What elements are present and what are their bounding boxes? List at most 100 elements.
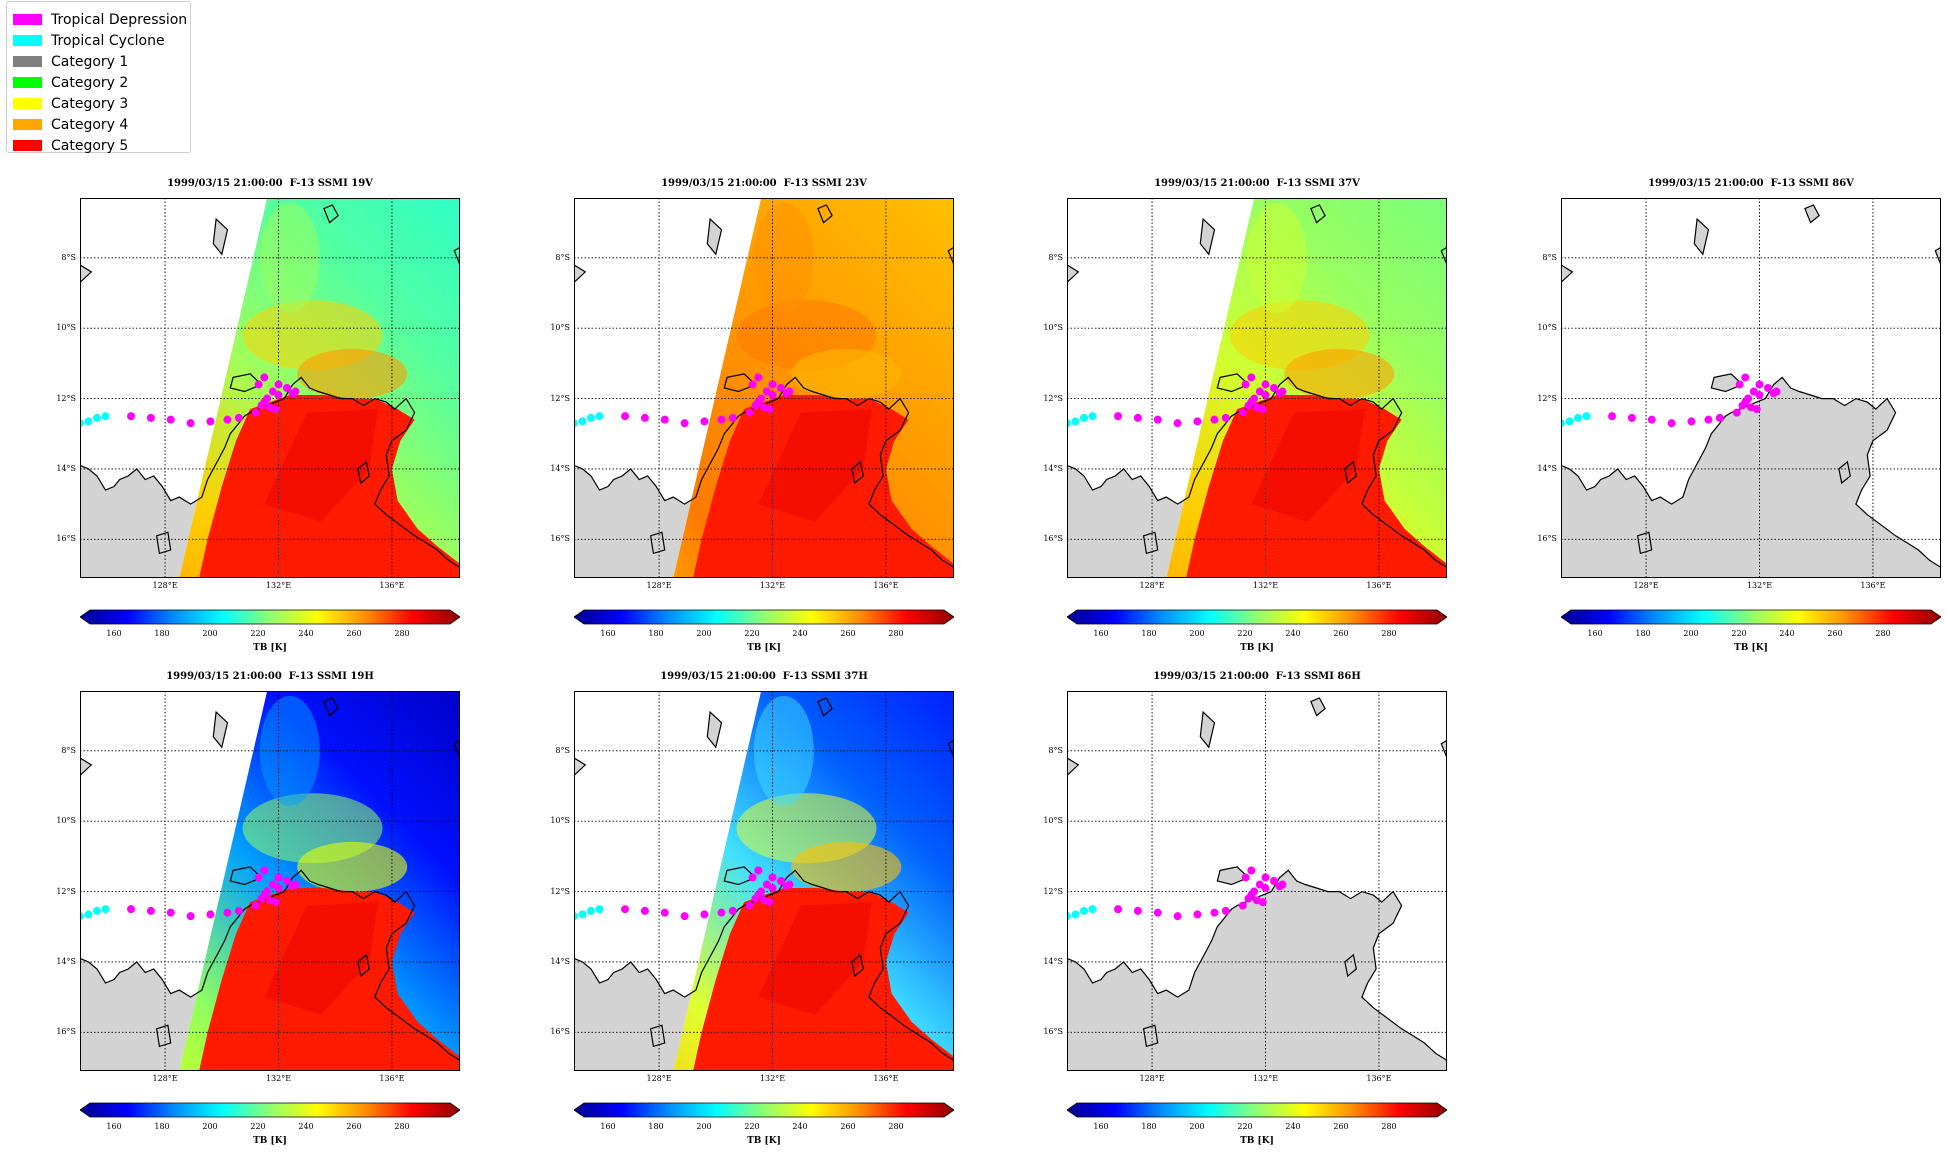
track-point-tropical-depression — [745, 901, 754, 910]
island-coastline — [229, 866, 263, 886]
track-point-tropical-depression — [1241, 380, 1250, 389]
moisture-blob — [753, 202, 814, 313]
track-point-tropical-depression — [1253, 403, 1261, 412]
colorbar-tick-label: 180 — [1141, 1122, 1157, 1131]
island-mask — [574, 264, 586, 283]
colorbar-tick-label: 240 — [1285, 629, 1301, 638]
island-coastline — [706, 710, 723, 749]
island-coastline — [1934, 246, 1941, 266]
colorbar-tick-label: 180 — [648, 629, 664, 638]
latitude-tick-label: 12°S — [1043, 393, 1063, 403]
track-point-tropical-cyclone — [1071, 417, 1080, 426]
track-point-tropical-depression — [1270, 877, 1279, 885]
track-point-tropical-depression — [1173, 419, 1182, 428]
island-mask — [1143, 1025, 1158, 1047]
track-point-tropical-depression — [621, 905, 630, 914]
colorbar-tick-label: 220 — [1237, 1122, 1253, 1131]
latitude-tick-label: 10°S — [1043, 816, 1063, 826]
track-point-tropical-depression — [1261, 873, 1270, 882]
land-tb-field — [693, 888, 954, 1071]
island-coastline — [723, 866, 757, 886]
track-point-tropical-depression — [1153, 908, 1162, 917]
track-point-tropical-depression — [274, 391, 283, 400]
track-point-tropical-cyclone — [578, 910, 587, 919]
longitude-tick-label: 136°E — [379, 581, 405, 590]
track-point-tropical-depression — [206, 417, 215, 426]
panel-title: 1999/03/15 21:00:00 F-13 SSMI 19H — [166, 671, 374, 682]
land-tb-field — [199, 888, 460, 1071]
moisture-blob — [259, 202, 320, 313]
island-coastline — [453, 739, 460, 759]
track-point-tropical-depression — [640, 906, 649, 915]
track-point-tropical-depression — [1741, 373, 1750, 382]
swath-field — [673, 198, 954, 578]
track-point-tropical-depression — [274, 380, 283, 389]
track-point-tropical-depression — [1210, 415, 1219, 424]
track-point-tropical-depression — [1238, 901, 1247, 910]
colorbar — [574, 1102, 954, 1118]
longitude-tick-label: 128°E — [1633, 581, 1659, 590]
longitude-tick-label: 132°E — [759, 581, 786, 590]
track-point-tropical-depression — [260, 398, 269, 407]
track-point-tropical-cyclone — [1071, 910, 1080, 919]
track-point-tropical-depression — [680, 419, 689, 428]
colorbar-gradient — [574, 1102, 954, 1118]
land-tb-field — [264, 409, 378, 522]
legend-label: Category 2 — [51, 74, 129, 91]
colorbar-tick-label: 200 — [1683, 629, 1699, 638]
track-point-tropical-depression — [254, 873, 263, 882]
colorbar-tick-label: 180 — [1141, 629, 1157, 638]
track-point-tropical-depression — [748, 873, 757, 882]
track-point-tropical-depression — [785, 880, 794, 889]
longitude-tick-label: 136°E — [1366, 581, 1392, 590]
latitude-tick-label: 14°S — [550, 463, 570, 473]
track-point-tropical-depression — [1247, 398, 1256, 407]
track-point-tropical-depression — [1772, 387, 1781, 396]
track-point-tropical-depression — [1247, 373, 1256, 382]
island-coastline — [1142, 1024, 1159, 1048]
legend-label: Category 4 — [51, 116, 129, 133]
colorbar-tick-label: 220 — [1237, 629, 1253, 638]
island-coastline — [1693, 217, 1710, 256]
track-point-tropical-depression — [1193, 417, 1202, 426]
longitude-tick-label: 128°E — [646, 581, 672, 590]
colorbar-tick-label: 240 — [1779, 629, 1795, 638]
island-mask — [707, 219, 722, 255]
track-point-tropical-depression — [1173, 912, 1182, 921]
track-point-tropical-depression — [186, 912, 195, 921]
track-point-tropical-depression — [700, 910, 709, 919]
colorbar-tick-label: 260 — [840, 1122, 856, 1131]
track-point-tropical-depression — [146, 906, 155, 915]
map-frame — [574, 691, 954, 1071]
land-mask — [1067, 377, 1255, 578]
island-mask — [80, 264, 92, 283]
panel-title: 1999/03/15 21:00:00 F-13 SSMI 23V — [661, 178, 867, 189]
colorbar-tick-label: 200 — [202, 1122, 218, 1131]
track-point-tropical-depression — [1133, 906, 1142, 915]
track-point-tropical-depression — [146, 413, 155, 422]
island-coastline — [947, 739, 954, 759]
track-point-tropical-cyclone — [1088, 905, 1097, 914]
colorbar-label: TB [K] — [253, 1136, 287, 1146]
longitude-tick-label: 132°E — [265, 1074, 292, 1083]
island-coastline — [1710, 373, 1744, 393]
island-coastline — [1838, 460, 1851, 485]
colorbar-tick-label: 280 — [394, 1122, 410, 1131]
island-coastline — [1067, 757, 1080, 777]
latitude-tick-label: 14°S — [1043, 956, 1063, 966]
track-point-tropical-depression — [1741, 398, 1750, 407]
latitude-tick-label: 16°S — [1537, 534, 1557, 544]
moisture-blob — [259, 695, 320, 806]
colorbar-label: TB [K] — [747, 643, 781, 653]
track-point-tropical-depression — [223, 908, 232, 917]
legend-item: Category 3 — [13, 93, 190, 114]
island-coastline — [1344, 953, 1357, 978]
colorbar-tick-label: 280 — [888, 1122, 904, 1131]
colorbar-tick-label: 260 — [840, 629, 856, 638]
colorbar-tick-label: 160 — [1587, 629, 1603, 638]
track-point-tropical-cyclone — [84, 910, 93, 919]
land-tb-field — [693, 395, 954, 578]
track-point-tropical-cyclone — [93, 413, 102, 422]
moisture-blob — [297, 348, 408, 399]
colorbar-tick-label: 260 — [1333, 629, 1349, 638]
